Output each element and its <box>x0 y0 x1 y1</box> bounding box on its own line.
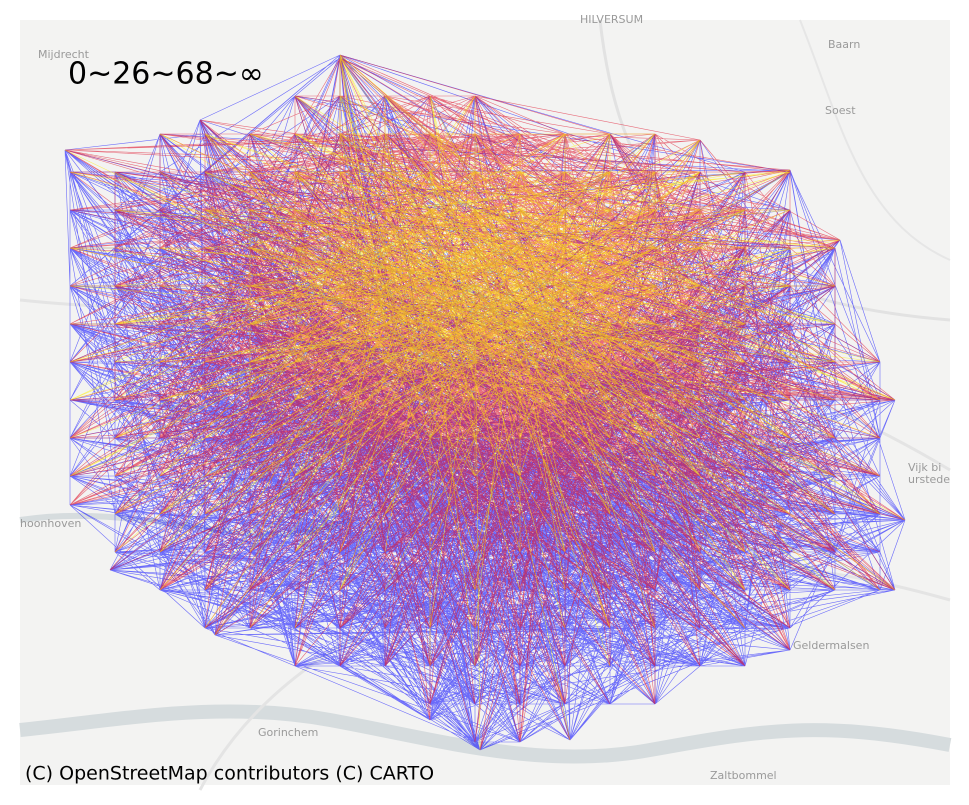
network-edges-yellow <box>64 54 906 751</box>
place-label: Baarn <box>828 38 860 51</box>
place-label: Soest <box>825 104 856 117</box>
place-label: Gorinchem <box>258 726 318 739</box>
network <box>64 54 906 751</box>
road <box>598 19 951 322</box>
place-label: Geldermalsen <box>793 639 869 652</box>
road <box>799 19 951 261</box>
river <box>19 704 952 764</box>
place-label: HILVERSUM <box>580 13 643 26</box>
legend-label: 0~26~68~∞ <box>68 57 264 92</box>
place-label: Zaltbommel <box>710 769 777 782</box>
place-label: Mijdrecht <box>38 48 90 61</box>
place-label: Vijk bi <box>908 461 941 474</box>
place-label: hoonhoven <box>20 517 81 530</box>
place-label: urstede <box>908 473 950 486</box>
place-labels: HILVERSUM Baarn Mijdrecht Soest Vijk bi … <box>20 13 950 782</box>
attribution: (C) OpenStreetMap contributors (C) CARTO <box>25 763 434 785</box>
